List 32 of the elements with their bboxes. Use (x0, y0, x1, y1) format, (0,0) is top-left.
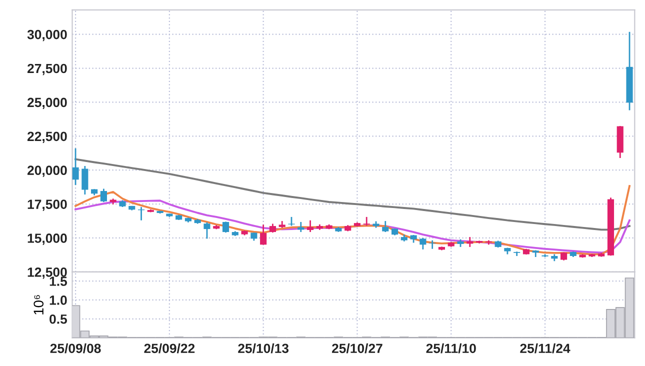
x-tick-label: 25/11/24 (520, 343, 570, 354)
y-axis-title: 10⁶ (34, 295, 44, 314)
line-series (74, 185, 630, 256)
y-tick-label: 1.0 (50, 296, 67, 305)
candlestick (222, 221, 230, 234)
y-tick-label: 25,000 (27, 98, 67, 110)
candlestick (260, 224, 267, 246)
line-series (74, 158, 630, 231)
candlestick (429, 240, 436, 250)
candlestick (82, 165, 88, 196)
candlestick (306, 220, 314, 233)
x-tick-label: 25/09/08 (50, 343, 101, 354)
y-tick-label: 22,500 (27, 132, 67, 143)
candlestick (100, 188, 107, 203)
candlestick (363, 216, 370, 226)
x-tick-label: 25/10/13 (238, 343, 289, 354)
x-tick-label: 25/09/22 (144, 343, 195, 354)
y-tick-label: 27,500 (27, 64, 67, 76)
y-tick-label: 20,000 (27, 166, 67, 177)
x-tick-label: 25/10/27 (332, 343, 382, 354)
y-tick-label: 30,000 (27, 30, 67, 42)
y-tick-label: 15,000 (28, 234, 67, 245)
y-tick-label: 0.5 (50, 314, 68, 324)
y-tick-label: 17,500 (28, 200, 67, 211)
candlestick (72, 148, 79, 186)
candlestick (420, 237, 426, 250)
y-tick-label: 12,500 (28, 268, 67, 279)
candlestick (204, 222, 210, 240)
y-tick-label: 1.5 (50, 276, 68, 286)
line-series (74, 200, 630, 254)
candlestick (382, 220, 389, 233)
x-tick-label: 25/11/10 (426, 343, 476, 354)
